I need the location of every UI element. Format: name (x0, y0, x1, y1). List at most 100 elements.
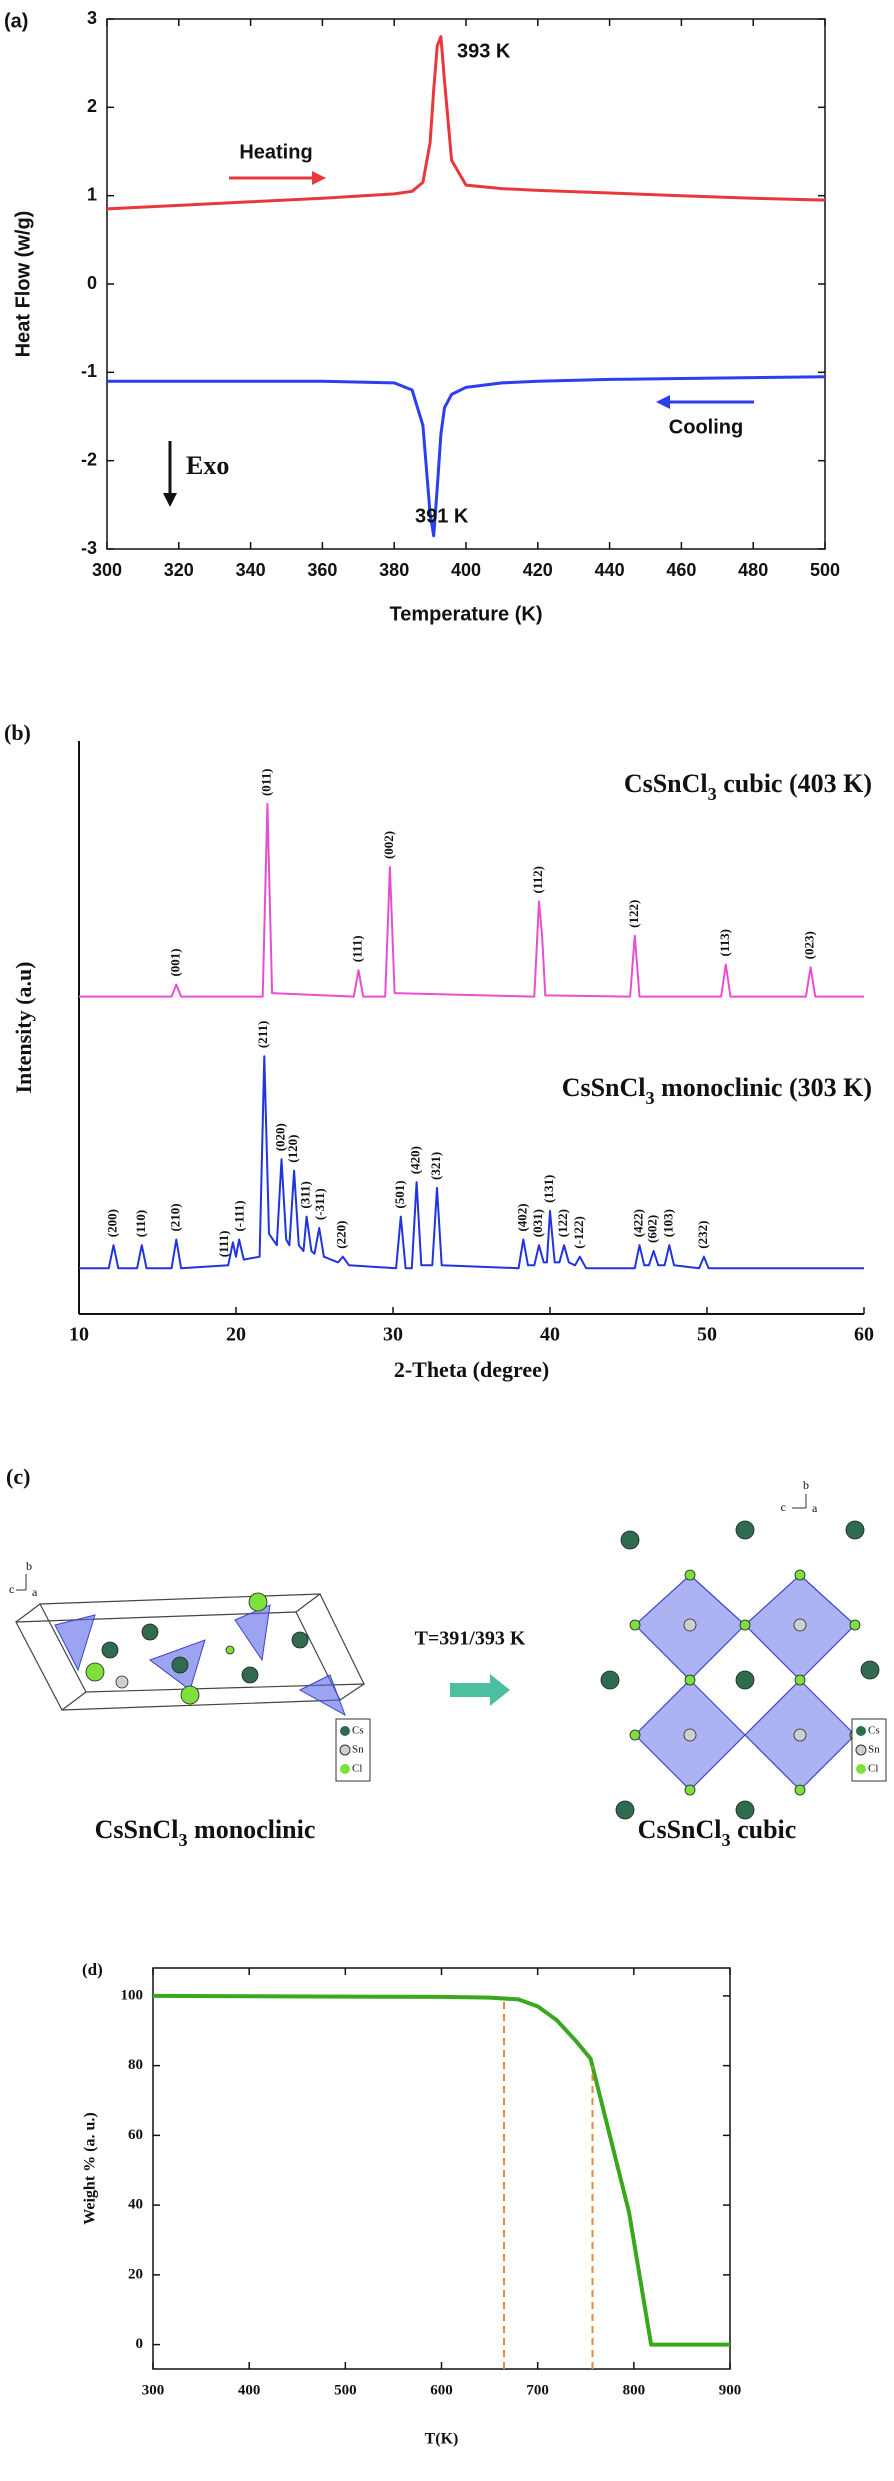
polyhedron (54, 1614, 96, 1672)
x-tick-label: 460 (666, 560, 696, 580)
y-tick-label: -1 (81, 361, 97, 381)
peak-label: (311) (298, 1181, 313, 1208)
peak-label: (110) (133, 1210, 148, 1237)
exo-arrowhead (163, 493, 177, 507)
cell-edge (339, 1683, 365, 1701)
atom-cs (101, 1641, 119, 1659)
annotation-arrows (163, 171, 754, 507)
atom-cl (225, 1645, 235, 1655)
atom-cs (735, 1800, 755, 1820)
peak-label: (120) (285, 1135, 300, 1163)
legend-text: Cs (352, 1725, 364, 1737)
atom-cl (180, 1685, 200, 1705)
unit-cell (15, 1593, 365, 1711)
peak-label: (420) (408, 1146, 423, 1174)
panel-c: (c) b c a (6, 1464, 887, 1850)
y-tick-label: 40 (128, 2197, 143, 2213)
x-tick-label: 420 (523, 560, 553, 580)
x-tick-label: 400 (451, 560, 481, 580)
peak-label: (113) (717, 929, 732, 956)
atom-cs (845, 1520, 865, 1540)
series-name: Heating (239, 141, 312, 163)
peak-label: (031) (530, 1209, 545, 1237)
atom-cs (241, 1666, 259, 1684)
cell-edge (15, 1603, 41, 1623)
legend-text: Cs (868, 1725, 880, 1737)
x-axis-label: T(K) (425, 2431, 459, 2448)
cooling-arrowhead (656, 395, 670, 409)
x-tick-label: 30 (383, 1324, 403, 1346)
atom-cl (629, 1729, 641, 1741)
y-axis-label: Intensity (a.u) (11, 961, 36, 1093)
atom-cl (794, 1569, 806, 1581)
x-tick-label: 500 (810, 560, 840, 580)
peak-label: (002) (381, 831, 396, 859)
peak-label: (122) (626, 900, 641, 928)
y-tick-label: -3 (81, 538, 97, 558)
panel-label: (b) (4, 720, 31, 745)
structure-title: CsSnCl3 monoclinic (95, 1815, 316, 1850)
cell-edge (295, 1593, 321, 1613)
axis-letter: a (812, 1501, 818, 1515)
x-tick-label: 400 (238, 2382, 261, 2398)
x-tick-label: 60 (854, 1324, 874, 1346)
peak-label: (210) (167, 1203, 182, 1231)
atom-cs (860, 1660, 880, 1680)
polyhedron (298, 1674, 346, 1717)
x-tick-label: 900 (719, 2382, 742, 2398)
x-tick-label: 500 (334, 2382, 357, 2398)
atom-cs (735, 1670, 755, 1690)
subscript: 3 (646, 1088, 655, 1108)
atom-sn (793, 1728, 807, 1742)
x-tick-label: 700 (526, 2382, 549, 2398)
transition-arrow (450, 1674, 510, 1706)
x-tick-label: 440 (595, 560, 625, 580)
heating-arrowhead (312, 171, 326, 185)
atom-cs (735, 1520, 755, 1540)
polyhedron (234, 1604, 271, 1662)
x-axis-label: 2-Theta (degree) (394, 1357, 549, 1382)
y-tick-label: 80 (128, 2057, 143, 2073)
x-tick-label: 360 (307, 560, 337, 580)
legend-swatch (340, 1726, 350, 1736)
polyhedra (54, 1604, 346, 1717)
atom-cs (615, 1800, 635, 1820)
panel-label: (c) (6, 1464, 30, 1489)
chart-panel: (a)300 320 340 360 380 400 420 440 460 480 500-3-2… (4, 8, 840, 626)
data-line (79, 803, 864, 998)
atom-cl (248, 1592, 268, 1612)
x-tick-label: 300 (92, 560, 122, 580)
x-tick-label: 300 (142, 2382, 165, 2398)
y-tick-label: 60 (128, 2127, 143, 2143)
atom-cl (849, 1619, 861, 1631)
cell-edge (61, 1691, 87, 1711)
atom-cl (794, 1674, 806, 1686)
peak-label: (111) (216, 1231, 231, 1258)
annotation: 393 K (457, 40, 511, 62)
peak-label: (-122) (571, 1216, 586, 1249)
atom-sn (683, 1618, 697, 1632)
atom-cl (684, 1784, 696, 1796)
peak-label: (122) (555, 1209, 570, 1237)
peak-label: (501) (392, 1180, 407, 1208)
atom-sn (793, 1618, 807, 1632)
series-name: Cooling (669, 416, 743, 438)
atoms (600, 1520, 880, 1820)
x-tick-label: 20 (226, 1324, 246, 1346)
y-tick-label: 20 (128, 2266, 143, 2282)
peak-label: (602) (645, 1215, 660, 1243)
peak-label: (200) (105, 1209, 120, 1237)
annotation: 391 K (415, 505, 469, 527)
peak-label: (220) (334, 1221, 349, 1249)
legend-swatch (339, 1744, 351, 1756)
chart-panel: (b) 10 20 30 40 50 60 2-Theta (degree) Intensity… (4, 720, 874, 1382)
peak-label: (131) (541, 1175, 556, 1203)
atom-cl (629, 1619, 641, 1631)
atom-cs (600, 1670, 620, 1690)
series-name: CsSnCl3 monoclinic (303 K) (562, 1073, 872, 1108)
legend-swatch (340, 1764, 350, 1774)
atom-cl (739, 1619, 751, 1631)
peak-label: (422) (630, 1209, 645, 1237)
atom-cl (684, 1674, 696, 1686)
